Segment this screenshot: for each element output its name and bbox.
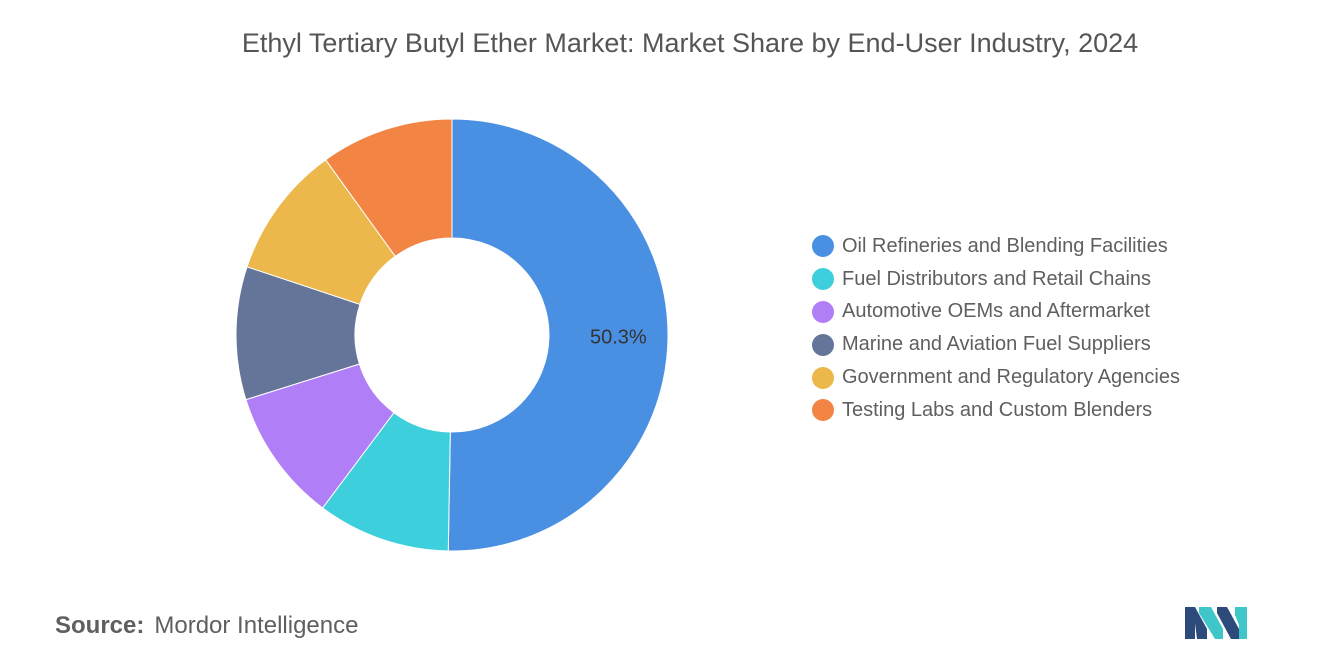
legend-item-2: Automotive OEMs and Aftermarket [812,296,1180,329]
source-note: Source: Mordor Intelligence [55,612,358,640]
source-value: Mordor Intelligence [154,612,359,639]
slice-0 [447,118,669,552]
slice-0-data-label: 50.3% [590,326,647,348]
legend-item-0: Oil Refineries and Blending Facilities [812,230,1180,263]
legend-item-3: Marine and Aviation Fuel Suppliers [812,328,1180,361]
legend-label-2: Automotive OEMs and Aftermarket [842,300,1150,323]
legend-swatch-4 [812,366,834,389]
mordor-intelligence-logo-icon [1185,607,1247,639]
legend-item-1: Fuel Distributors and Retail Chains [812,263,1180,296]
legend-label-0: Oil Refineries and Blending Facilities [842,234,1168,257]
legend-label-3: Marine and Aviation Fuel Suppliers [842,333,1151,356]
legend-swatch-0 [812,235,834,258]
legend-label-5: Testing Labs and Custom Blenders [842,398,1153,421]
legend-item-5: Testing Labs and Custom Blenders [812,394,1180,427]
legend-item-4: Government and Regulatory Agencies [812,361,1180,394]
chart-legend: Oil Refineries and Blending Facilities Fu… [812,230,1180,427]
legend-swatch-5 [812,399,834,422]
chart-title: Ethyl Tertiary Butyl Ether Market: Marke… [241,28,1139,58]
legend-swatch-1 [812,268,834,291]
source-label: Source: [55,612,145,639]
legend-swatch-3 [812,333,834,356]
legend-label-4: Government and Regulatory Agencies [842,366,1180,389]
legend-swatch-2 [812,300,834,323]
slice-5 [324,118,453,258]
legend-label-1: Fuel Distributors and Retail Chains [842,267,1152,290]
